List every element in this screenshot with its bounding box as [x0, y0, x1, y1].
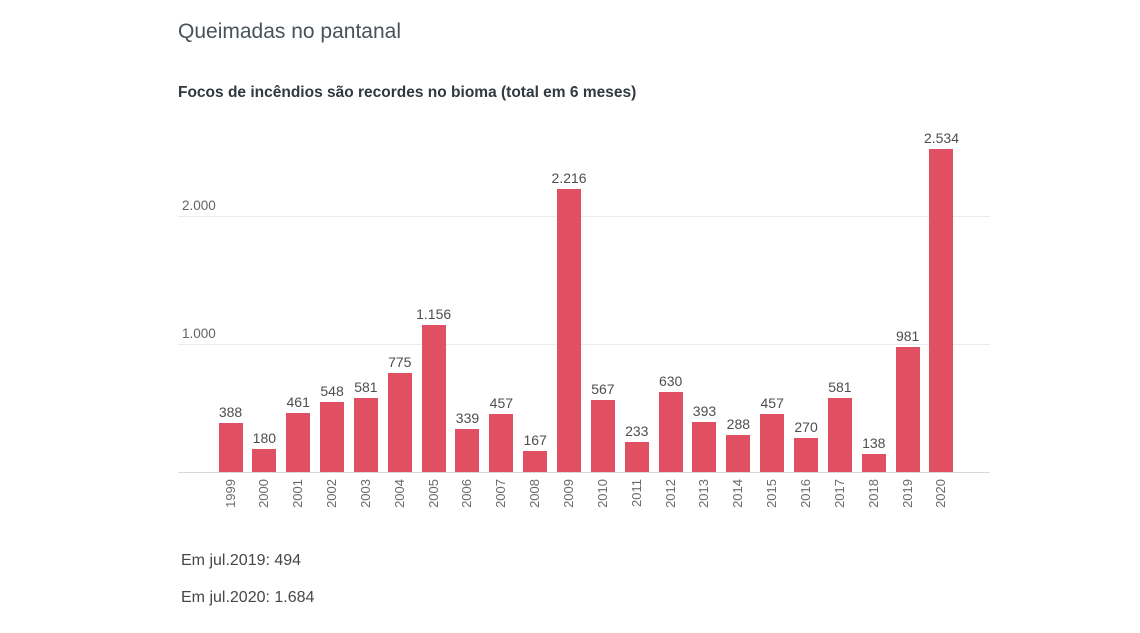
x-axis-label-2006: 2006 — [459, 479, 475, 508]
bar-2004 — [387, 373, 412, 472]
x-axis-label-2004: 2004 — [391, 479, 407, 508]
x-axis-label-2014: 2014 — [730, 479, 746, 508]
x-axis-label-2002: 2002 — [324, 479, 340, 508]
bar-2013 — [692, 421, 717, 472]
y-gridline — [178, 216, 990, 217]
bar-value-label-2010: 567 — [591, 380, 615, 397]
bar-value-label-1999: 388 — [218, 403, 243, 420]
x-axis-label-2019: 2019 — [899, 479, 915, 508]
bar-1999 — [218, 422, 243, 472]
bar-value-label-2001: 461 — [286, 394, 310, 411]
bar-value-label-2009: 2.216 — [551, 170, 587, 187]
x-axis-label-2001: 2001 — [290, 479, 306, 508]
x-axis-label-2011: 2011 — [628, 479, 644, 507]
x-axis-label-2009: 2009 — [561, 479, 577, 508]
bar-2006 — [455, 428, 480, 472]
x-axis-label-2013: 2013 — [696, 479, 712, 508]
x-axis-label-2008: 2008 — [527, 479, 543, 508]
bar-value-label-2006: 339 — [455, 409, 480, 426]
bar-2016 — [794, 437, 819, 472]
bar-2015 — [760, 413, 785, 472]
chart-title: Focos de incêndios são recordes no bioma… — [178, 84, 637, 101]
x-axis-label-2012: 2012 — [662, 479, 678, 508]
bar-value-label-2012: 630 — [658, 372, 683, 389]
bar-value-label-2002: 548 — [320, 383, 344, 400]
bar-value-label-2000: 180 — [252, 430, 277, 447]
bar-value-label-2016: 270 — [794, 418, 818, 435]
bar-2000 — [252, 449, 277, 472]
bar-value-label-2004: 775 — [388, 354, 412, 371]
bar-2001 — [286, 413, 311, 472]
bar-2019 — [895, 346, 920, 472]
bar-2008 — [523, 450, 548, 472]
bar-2018 — [861, 454, 886, 472]
bar-value-label-2015: 457 — [760, 394, 784, 411]
bar-2003 — [353, 397, 378, 472]
bar-2020 — [929, 148, 954, 472]
bar-value-label-2019: 981 — [895, 327, 920, 344]
bar-value-label-2003: 581 — [354, 378, 378, 395]
bar-value-label-2013: 393 — [692, 402, 717, 419]
x-axis-label-2017: 2017 — [831, 479, 847, 508]
bar-2014 — [726, 435, 751, 472]
y-axis-tick-label: 1.000 — [182, 325, 216, 341]
bar-2011 — [624, 442, 649, 472]
bar-value-label-2017: 581 — [828, 378, 852, 395]
bar-chart: 1.000 2.000 388 1999 180 2000 461 2001 548 2002 58… — [178, 129, 990, 508]
bar-2010 — [590, 399, 615, 472]
y-axis-tick-label: 2.000 — [182, 198, 216, 213]
x-axis-label-2005: 2005 — [425, 479, 441, 508]
x-axis-label-2007: 2007 — [493, 479, 509, 508]
page-title: Queimadas no pantanal — [178, 20, 401, 43]
bar-value-label-2020: 2.534 — [923, 129, 959, 146]
x-axis-label-2016: 2016 — [798, 479, 814, 508]
bar-2017 — [827, 397, 852, 472]
x-axis-label-2020: 2020 — [933, 479, 949, 508]
y-gridline — [178, 343, 990, 345]
bar-value-label-2014: 288 — [726, 416, 751, 433]
bar-value-label-2018: 138 — [862, 435, 886, 452]
x-axis-label-2015: 2015 — [764, 479, 780, 508]
bar-value-label-2005: 1.156 — [416, 305, 452, 322]
x-axis-label-2010: 2010 — [594, 479, 610, 508]
bar-value-label-2011: 233 — [625, 423, 649, 440]
bar-2009 — [557, 189, 582, 472]
x-axis-label-2003: 2003 — [357, 479, 373, 508]
x-axis-label-2000: 2000 — [256, 479, 272, 508]
annotation-jul2019: Em jul.2019: 494 — [181, 552, 302, 569]
bar-2007 — [489, 413, 514, 472]
x-axis-label-1999: 1999 — [222, 479, 238, 508]
bar-2012 — [658, 391, 683, 472]
bar-2002 — [320, 402, 345, 472]
bar-value-label-2007: 457 — [489, 394, 514, 411]
annotation-jul2020: Em jul.2020: 1.684 — [181, 589, 315, 606]
x-axis-label-2018: 2018 — [865, 479, 881, 508]
bar-value-label-2008: 167 — [523, 431, 547, 448]
bar-2005 — [421, 324, 446, 472]
